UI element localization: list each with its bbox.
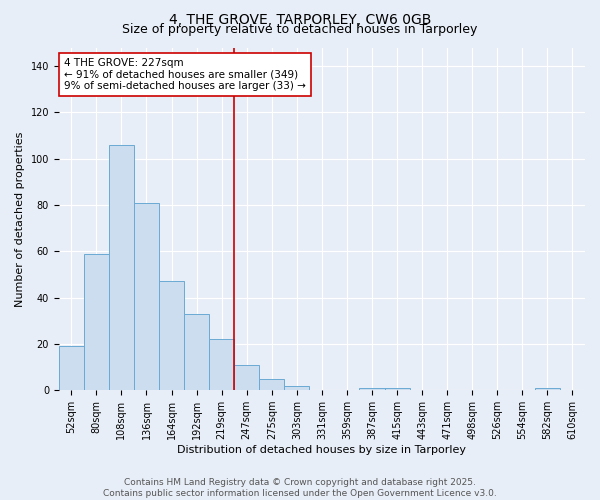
Text: Contains HM Land Registry data © Crown copyright and database right 2025.
Contai: Contains HM Land Registry data © Crown c…: [103, 478, 497, 498]
Bar: [84, 254, 109, 390]
Bar: [385, 388, 410, 390]
Bar: [134, 202, 159, 390]
Bar: [159, 282, 184, 390]
Text: 4 THE GROVE: 227sqm
← 91% of detached houses are smaller (349)
9% of semi-detach: 4 THE GROVE: 227sqm ← 91% of detached ho…: [64, 58, 306, 91]
Bar: [359, 388, 385, 390]
Y-axis label: Number of detached properties: Number of detached properties: [15, 131, 25, 306]
Bar: [209, 340, 234, 390]
Text: Size of property relative to detached houses in Tarporley: Size of property relative to detached ho…: [122, 22, 478, 36]
Bar: [184, 314, 209, 390]
Bar: [234, 364, 259, 390]
Text: 4, THE GROVE, TARPORLEY, CW6 0GB: 4, THE GROVE, TARPORLEY, CW6 0GB: [169, 12, 431, 26]
Bar: [535, 388, 560, 390]
Bar: [59, 346, 84, 390]
Bar: [109, 145, 134, 390]
X-axis label: Distribution of detached houses by size in Tarporley: Distribution of detached houses by size …: [178, 445, 466, 455]
Bar: [284, 386, 310, 390]
Bar: [259, 378, 284, 390]
